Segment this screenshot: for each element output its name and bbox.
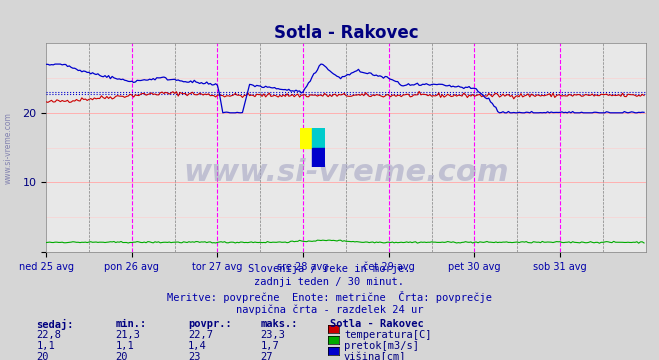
Text: 1,1: 1,1 xyxy=(36,341,55,351)
Text: 20: 20 xyxy=(115,352,128,360)
Text: min.:: min.: xyxy=(115,319,146,329)
Text: 22,8: 22,8 xyxy=(36,330,61,341)
Text: 21,3: 21,3 xyxy=(115,330,140,341)
Text: 23: 23 xyxy=(188,352,200,360)
Text: 23,3: 23,3 xyxy=(260,330,285,341)
Text: 1,1: 1,1 xyxy=(115,341,134,351)
Text: Sotla - Rakovec: Sotla - Rakovec xyxy=(330,319,423,329)
Title: Sotla - Rakovec: Sotla - Rakovec xyxy=(273,24,418,42)
Text: Slovenija / reke in morje.: Slovenija / reke in morje. xyxy=(248,264,411,274)
Text: 22,7: 22,7 xyxy=(188,330,213,341)
Text: maks.:: maks.: xyxy=(260,319,298,329)
Bar xyxy=(312,148,325,167)
Text: višina[cm]: višina[cm] xyxy=(344,352,407,360)
Text: zadnji teden / 30 minut.: zadnji teden / 30 minut. xyxy=(254,277,405,287)
Text: 27: 27 xyxy=(260,352,273,360)
Text: povpr.:: povpr.: xyxy=(188,319,231,329)
Text: navpična črta - razdelek 24 ur: navpična črta - razdelek 24 ur xyxy=(236,305,423,315)
Text: Meritve: povprečne  Enote: metrične  Črta: povprečje: Meritve: povprečne Enote: metrične Črta:… xyxy=(167,291,492,303)
Text: 1,4: 1,4 xyxy=(188,341,206,351)
Bar xyxy=(300,128,312,148)
Text: temperatura[C]: temperatura[C] xyxy=(344,330,432,341)
Text: www.si-vreme.com: www.si-vreme.com xyxy=(183,158,509,187)
Text: www.si-vreme.com: www.si-vreme.com xyxy=(3,112,13,184)
Text: pretok[m3/s]: pretok[m3/s] xyxy=(344,341,419,351)
Bar xyxy=(312,128,325,148)
Text: 20: 20 xyxy=(36,352,49,360)
Text: 1,7: 1,7 xyxy=(260,341,279,351)
Text: sedaj:: sedaj: xyxy=(36,319,74,330)
